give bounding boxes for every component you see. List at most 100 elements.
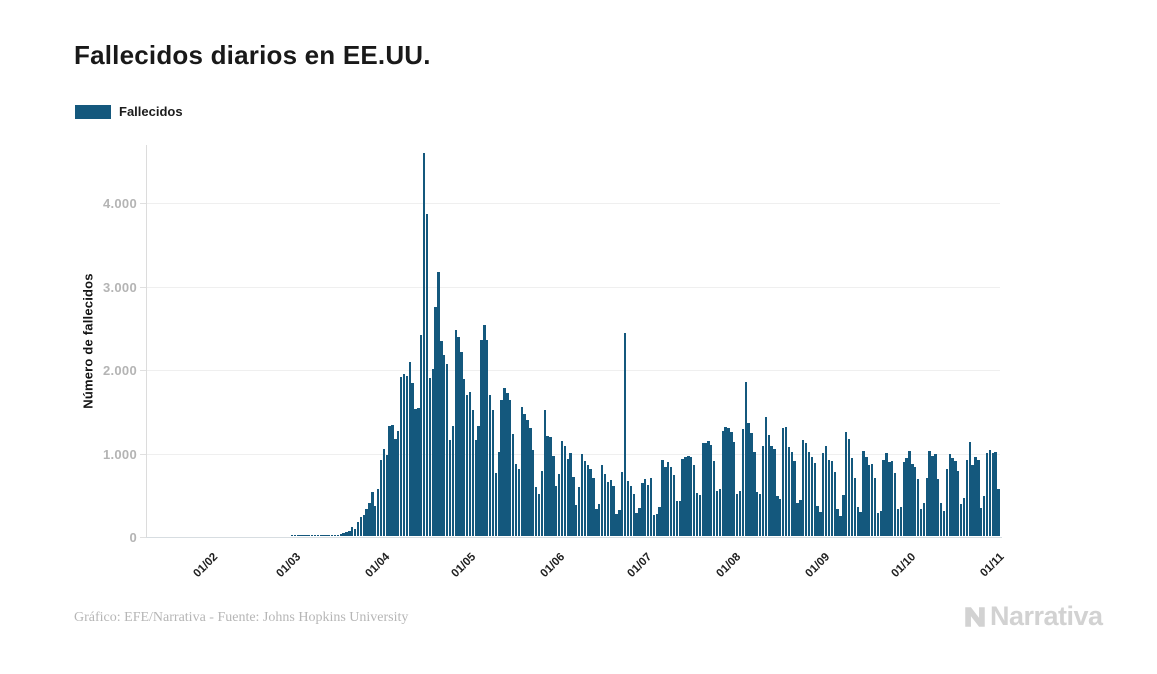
- bar[interactable]: [483, 325, 486, 536]
- bar[interactable]: [523, 414, 526, 536]
- bar[interactable]: [532, 449, 535, 536]
- bar[interactable]: [733, 441, 736, 536]
- bar[interactable]: [511, 434, 515, 536]
- bar[interactable]: [684, 457, 687, 536]
- bar[interactable]: [710, 444, 713, 536]
- bar[interactable]: [753, 452, 756, 536]
- bar[interactable]: [552, 455, 555, 536]
- bar[interactable]: [385, 455, 388, 536]
- bar[interactable]: [664, 466, 667, 536]
- bar[interactable]: [925, 477, 928, 536]
- bar[interactable]: [715, 490, 719, 536]
- bar[interactable]: [704, 442, 707, 536]
- bar[interactable]: [319, 535, 322, 536]
- bar[interactable]: [916, 479, 920, 536]
- bar[interactable]: [937, 479, 940, 536]
- bar[interactable]: [589, 469, 592, 536]
- bar[interactable]: [595, 509, 598, 536]
- bar[interactable]: [514, 463, 518, 536]
- bar[interactable]: [517, 468, 521, 536]
- bar[interactable]: [761, 445, 765, 536]
- bar[interactable]: [928, 450, 931, 536]
- bar[interactable]: [690, 457, 693, 536]
- bar[interactable]: [310, 535, 314, 536]
- bar[interactable]: [408, 361, 411, 536]
- bar[interactable]: [623, 332, 627, 536]
- bar[interactable]: [965, 460, 969, 536]
- bar[interactable]: [313, 535, 317, 536]
- bar[interactable]: [862, 450, 865, 536]
- bar[interactable]: [629, 486, 633, 536]
- bar[interactable]: [463, 378, 466, 536]
- bar[interactable]: [767, 435, 770, 536]
- bar[interactable]: [747, 422, 750, 536]
- bar[interactable]: [687, 455, 690, 536]
- bar[interactable]: [833, 471, 836, 536]
- bar[interactable]: [529, 428, 532, 536]
- bar[interactable]: [365, 508, 368, 536]
- bar[interactable]: [974, 456, 977, 536]
- bar[interactable]: [534, 486, 538, 536]
- bar[interactable]: [744, 382, 747, 536]
- bar[interactable]: [675, 501, 679, 536]
- bar[interactable]: [847, 438, 851, 536]
- bar[interactable]: [773, 448, 776, 536]
- bar[interactable]: [443, 354, 446, 536]
- bar[interactable]: [919, 509, 923, 536]
- bar[interactable]: [888, 461, 891, 536]
- bar[interactable]: [537, 494, 541, 536]
- bar[interactable]: [649, 477, 653, 536]
- bar[interactable]: [899, 506, 903, 536]
- bar[interactable]: [672, 475, 676, 536]
- bar[interactable]: [793, 461, 796, 536]
- bar[interactable]: [991, 453, 994, 536]
- bar[interactable]: [931, 455, 934, 536]
- bar[interactable]: [893, 472, 897, 536]
- bar[interactable]: [721, 431, 724, 536]
- bar[interactable]: [741, 429, 745, 536]
- bar[interactable]: [600, 465, 604, 536]
- bar[interactable]: [615, 513, 618, 536]
- bar[interactable]: [796, 502, 799, 536]
- bar[interactable]: [879, 510, 882, 536]
- bar[interactable]: [417, 407, 420, 536]
- bar[interactable]: [606, 481, 610, 536]
- bar[interactable]: [555, 485, 558, 536]
- bar[interactable]: [787, 446, 791, 536]
- bar[interactable]: [336, 534, 340, 536]
- bar[interactable]: [388, 425, 391, 536]
- bar[interactable]: [836, 509, 839, 536]
- bar[interactable]: [491, 410, 495, 536]
- bar[interactable]: [451, 426, 454, 536]
- bar[interactable]: [394, 438, 397, 536]
- bar[interactable]: [308, 535, 311, 536]
- bar[interactable]: [379, 459, 383, 536]
- bar[interactable]: [586, 465, 589, 536]
- bar[interactable]: [331, 535, 334, 536]
- bar[interactable]: [799, 500, 802, 536]
- bar[interactable]: [819, 511, 822, 536]
- bar[interactable]: [402, 374, 406, 536]
- bar[interactable]: [804, 442, 808, 536]
- bar[interactable]: [678, 500, 681, 536]
- bar[interactable]: [738, 491, 742, 536]
- bar[interactable]: [707, 441, 710, 536]
- bar[interactable]: [526, 419, 529, 536]
- bar[interactable]: [977, 460, 980, 536]
- bar[interactable]: [810, 457, 813, 536]
- bar[interactable]: [480, 340, 483, 536]
- bar[interactable]: [494, 473, 498, 536]
- bar[interactable]: [638, 507, 641, 536]
- bar[interactable]: [692, 464, 696, 536]
- bar[interactable]: [333, 535, 337, 536]
- bar[interactable]: [468, 392, 472, 536]
- bar[interactable]: [730, 431, 733, 536]
- bar[interactable]: [764, 416, 768, 536]
- bar[interactable]: [856, 506, 859, 536]
- legend-item-fallecidos[interactable]: Fallecidos: [75, 104, 183, 119]
- bar[interactable]: [457, 336, 460, 536]
- bar[interactable]: [962, 498, 966, 536]
- bar[interactable]: [374, 505, 377, 536]
- bar[interactable]: [652, 514, 656, 536]
- bar[interactable]: [985, 453, 989, 536]
